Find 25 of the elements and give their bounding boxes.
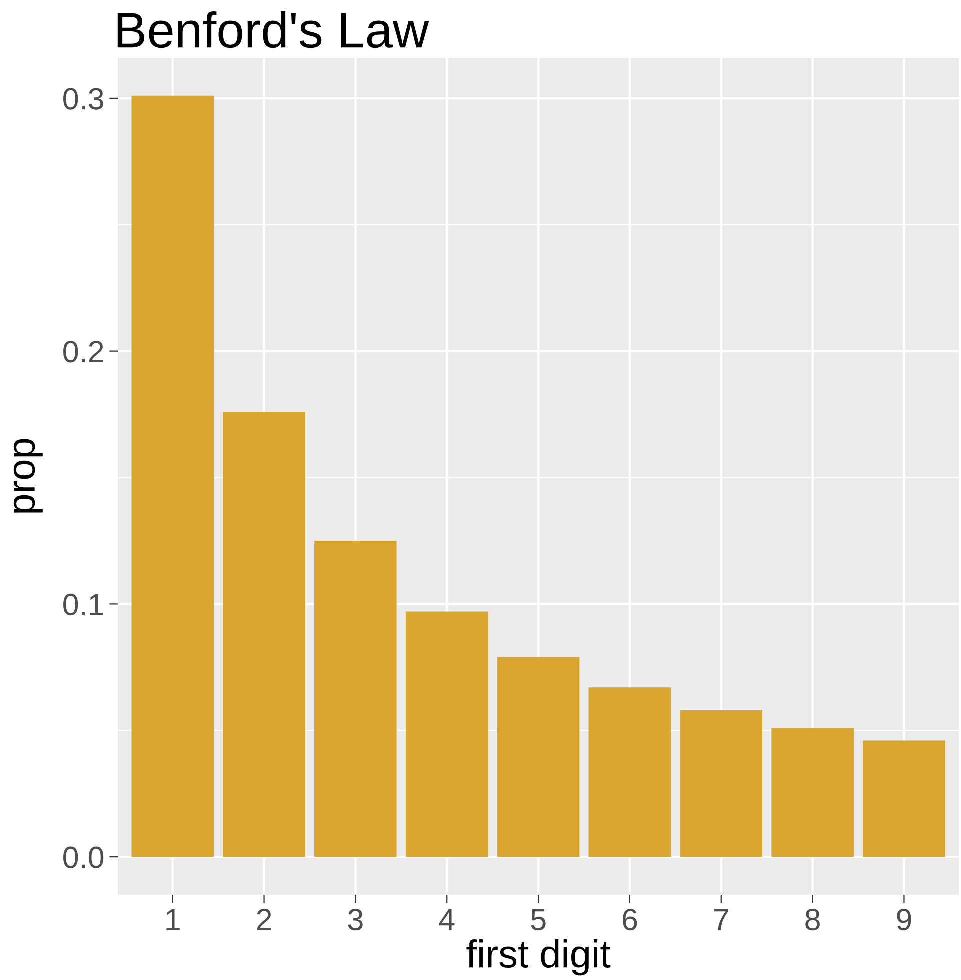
bar (497, 657, 580, 858)
chart-title: Benford's Law (118, 11, 430, 48)
x-tick-label: 5 (531, 909, 546, 931)
bar (406, 612, 488, 858)
x-tick-label: 6 (623, 909, 638, 931)
x-tick-label: 4 (439, 909, 455, 930)
bar (588, 688, 672, 858)
x-tick-label: 1 (166, 909, 180, 930)
bar (772, 728, 854, 858)
x-tick-label: 9 (897, 909, 912, 931)
bar (314, 540, 397, 858)
bar (132, 96, 214, 858)
y-tick-label: 0.2 (64, 341, 104, 363)
x-tick-label: 3 (348, 909, 363, 931)
bar (223, 412, 306, 858)
y-tick-label: 0.3 (64, 88, 104, 110)
x-tick-label: 2 (257, 909, 272, 930)
x-axis-title: first digit (466, 939, 611, 976)
y-tick-label: 0.0 (64, 846, 104, 868)
x-tick-label: 8 (806, 909, 820, 931)
y-axis-title: prop (14, 439, 43, 513)
bar (863, 740, 946, 858)
y-tick-label: 0.1 (64, 594, 104, 616)
bar (680, 710, 763, 858)
x-tick-label: 7 (714, 909, 728, 930)
